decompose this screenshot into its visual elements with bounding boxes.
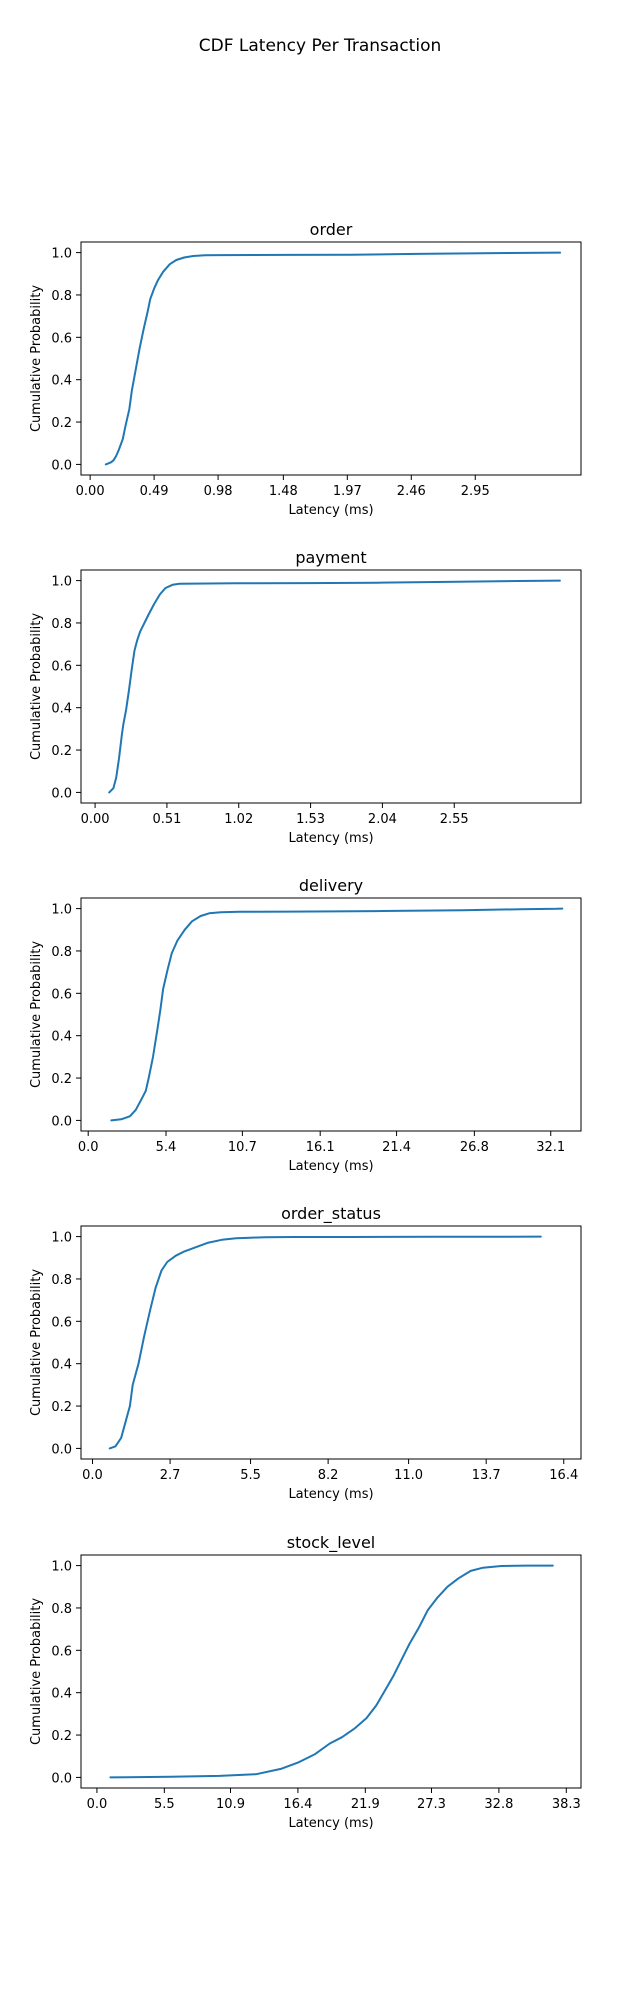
y-tick-label: 0.6 bbox=[51, 987, 72, 1002]
series-line-delivery bbox=[110, 907, 564, 1122]
chart-title: payment bbox=[295, 548, 366, 567]
x-tick-label: 10.9 bbox=[216, 1797, 245, 1812]
y-tick-label: 0.0 bbox=[51, 1442, 72, 1457]
x-tick-label: 8.2 bbox=[318, 1468, 339, 1483]
x-tick-label: 2.7 bbox=[160, 1468, 181, 1483]
x-tick-label: 0.00 bbox=[81, 812, 110, 827]
figure-title: CDF Latency Per Transaction bbox=[198, 36, 442, 56]
x-tick-label: 2.55 bbox=[440, 812, 469, 827]
x-tick-label: 21.9 bbox=[351, 1797, 380, 1812]
y-tick-label: 0.8 bbox=[51, 617, 72, 632]
x-tick-label: 11.0 bbox=[394, 1468, 423, 1483]
y-tick-label: 1.0 bbox=[51, 1231, 72, 1246]
x-tick-label: 0.0 bbox=[82, 1468, 103, 1483]
x-tick-label: 13.7 bbox=[472, 1468, 501, 1483]
y-tick-label: 0.6 bbox=[51, 1644, 72, 1659]
x-tick-label: 5.5 bbox=[154, 1797, 175, 1812]
chart-order_status: order_status 0.0 2.7 5.5 8.2 11.0 13.7 16.4 0.0 0… bbox=[29, 1204, 582, 1502]
y-tick-label: 0.4 bbox=[51, 374, 72, 389]
x-tick-label: 0.98 bbox=[204, 484, 233, 499]
x-tick-label: 16.1 bbox=[306, 1140, 335, 1155]
x-tick-label: 2.04 bbox=[368, 812, 397, 827]
x-axis-label: Latency (ms) bbox=[288, 1159, 373, 1174]
y-tick-label: 0.0 bbox=[51, 786, 72, 801]
plot-frame bbox=[80, 897, 582, 1132]
y-tick-label: 0.8 bbox=[51, 289, 72, 304]
plot-frame bbox=[80, 1554, 582, 1789]
series-line-order bbox=[104, 251, 562, 466]
y-tick-label: 0.6 bbox=[51, 1315, 72, 1330]
x-tick-label: 16.4 bbox=[283, 1797, 312, 1812]
y-axis-label: Cumulative Probability bbox=[29, 1598, 44, 1745]
y-tick-label: 1.0 bbox=[51, 247, 72, 262]
x-tick-label: 21.4 bbox=[382, 1140, 411, 1155]
y-tick-label: 0.4 bbox=[51, 702, 72, 717]
y-axis-label: Cumulative Probability bbox=[29, 941, 44, 1088]
y-axis-label: Cumulative Probability bbox=[29, 1269, 44, 1416]
y-tick-label: 0.2 bbox=[51, 416, 72, 431]
y-tick-label: 0.2 bbox=[51, 1072, 72, 1087]
x-tick-label: 0.0 bbox=[87, 1797, 108, 1812]
y-tick-label: 0.2 bbox=[51, 1729, 72, 1744]
y-tick-label: 1.0 bbox=[51, 903, 72, 918]
x-tick-label: 1.48 bbox=[269, 484, 298, 499]
x-tick-label: 5.5 bbox=[240, 1468, 261, 1483]
x-axis-label: Latency (ms) bbox=[288, 1816, 373, 1831]
y-tick-label: 0.0 bbox=[51, 1114, 72, 1129]
y-tick-label: 0.8 bbox=[51, 1273, 72, 1288]
chart-order: order 0.00 0.49 0.98 1.48 1.97 2.46 2.95 0.0 0.2 0… bbox=[29, 220, 582, 518]
x-axis-label: Latency (ms) bbox=[288, 1487, 373, 1502]
y-axis-label: Cumulative Probability bbox=[29, 285, 44, 432]
x-axis-label: Latency (ms) bbox=[288, 503, 373, 518]
x-tick-label: 0.49 bbox=[140, 484, 169, 499]
y-tick-label: 0.6 bbox=[51, 659, 72, 674]
plot-frame bbox=[80, 241, 582, 476]
series-line-order_status bbox=[108, 1235, 542, 1450]
y-tick-label: 0.2 bbox=[51, 744, 72, 759]
x-tick-label: 0.00 bbox=[76, 484, 105, 499]
y-tick-label: 1.0 bbox=[51, 575, 72, 590]
y-tick-label: 0.6 bbox=[51, 331, 72, 346]
chart-stock_level: stock_level 0.0 5.5 10.9 16.4 21.9 27.3 32.8 38.… bbox=[29, 1533, 582, 1831]
x-tick-label: 2.46 bbox=[397, 484, 426, 499]
y-tick-label: 0.4 bbox=[51, 1358, 72, 1373]
y-tick-label: 0.8 bbox=[51, 945, 72, 960]
chart-payment: payment 0.00 0.51 1.02 1.53 2.04 2.55 0.0 0.2 0.4… bbox=[29, 548, 582, 846]
x-tick-label: 32.8 bbox=[484, 1797, 513, 1812]
x-tick-label: 5.4 bbox=[156, 1140, 177, 1155]
y-tick-label: 0.8 bbox=[51, 1602, 72, 1617]
x-tick-label: 32.1 bbox=[536, 1140, 565, 1155]
y-axis-label: Cumulative Probability bbox=[29, 613, 44, 760]
plot-frame bbox=[80, 569, 582, 804]
chart-delivery: delivery 0.0 5.4 10.7 16.1 21.4 26.8 32.1 0.0 0.2… bbox=[29, 876, 582, 1174]
y-tick-label: 0.2 bbox=[51, 1400, 72, 1415]
x-tick-label: 1.97 bbox=[333, 484, 362, 499]
x-tick-label: 38.3 bbox=[552, 1797, 581, 1812]
y-tick-label: 0.0 bbox=[51, 458, 72, 473]
x-axis-label: Latency (ms) bbox=[288, 831, 373, 846]
x-tick-label: 16.4 bbox=[549, 1468, 578, 1483]
x-tick-label: 10.7 bbox=[228, 1140, 257, 1155]
y-tick-label: 0.4 bbox=[51, 1030, 72, 1045]
chart-title: stock_level bbox=[287, 1533, 376, 1553]
chart-title: order_status bbox=[281, 1204, 381, 1224]
chart-title: order bbox=[310, 220, 353, 239]
y-tick-label: 0.4 bbox=[51, 1687, 72, 1702]
x-tick-label: 0.0 bbox=[78, 1140, 99, 1155]
series-line-stock_level bbox=[109, 1564, 554, 1779]
series-line-payment bbox=[108, 579, 561, 794]
y-tick-label: 0.0 bbox=[51, 1771, 72, 1786]
x-tick-label: 1.53 bbox=[296, 812, 325, 827]
y-tick-label: 1.0 bbox=[51, 1560, 72, 1575]
x-tick-label: 1.02 bbox=[224, 812, 253, 827]
x-tick-label: 2.95 bbox=[461, 484, 490, 499]
x-tick-label: 26.8 bbox=[460, 1140, 489, 1155]
x-tick-label: 27.3 bbox=[417, 1797, 446, 1812]
x-tick-label: 0.51 bbox=[152, 812, 181, 827]
chart-title: delivery bbox=[299, 876, 363, 895]
plot-frame bbox=[80, 1225, 582, 1460]
